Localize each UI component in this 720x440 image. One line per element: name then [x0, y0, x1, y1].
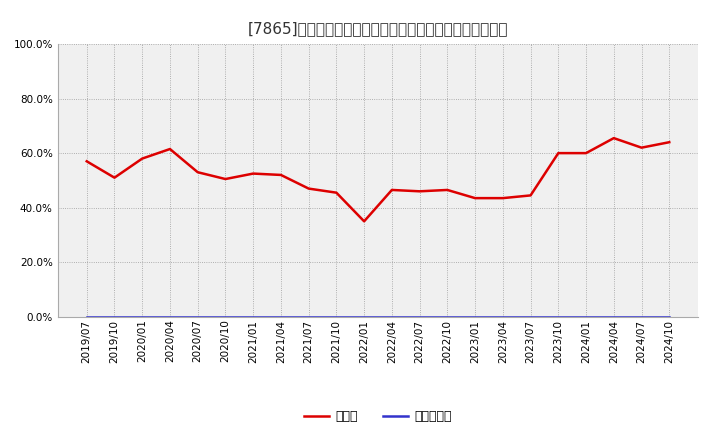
Line: 現頴金: 現頴金: [86, 138, 670, 221]
有利子負債: [82, 314, 91, 319]
現頴金: [305, 186, 313, 191]
有利子負債: [609, 314, 618, 319]
有利子負債: [471, 314, 480, 319]
有利子負債: [332, 314, 341, 319]
現頴金: [221, 176, 230, 182]
有利子負債: [138, 314, 147, 319]
有利子負債: [526, 314, 535, 319]
有利子負債: [194, 314, 202, 319]
現頴金: [194, 169, 202, 175]
現頴金: [415, 189, 424, 194]
現頴金: [110, 175, 119, 180]
有利子負債: [415, 314, 424, 319]
有利子負債: [554, 314, 562, 319]
Title: [7865]　現頴金、有利子負債の総資産に対する比率の推移: [7865] 現頴金、有利子負債の総資産に対する比率の推移: [248, 21, 508, 36]
現頴金: [526, 193, 535, 198]
現頴金: [443, 187, 451, 193]
現頴金: [498, 195, 507, 201]
有利子負債: [443, 314, 451, 319]
現頴金: [637, 145, 646, 150]
現頴金: [609, 136, 618, 141]
現頴金: [332, 190, 341, 195]
現頴金: [471, 195, 480, 201]
有利子負債: [110, 314, 119, 319]
有利子負債: [305, 314, 313, 319]
有利子負債: [221, 314, 230, 319]
有利子負債: [276, 314, 285, 319]
現頴金: [138, 156, 147, 161]
有利子負債: [360, 314, 369, 319]
Legend: 現頴金, 有利子負債: 現頴金, 有利子負債: [300, 405, 456, 428]
現頴金: [166, 147, 174, 152]
現頴金: [82, 159, 91, 164]
有利子負債: [637, 314, 646, 319]
有利子負債: [665, 314, 674, 319]
有利子負債: [582, 314, 590, 319]
有利子負債: [498, 314, 507, 319]
現頴金: [554, 150, 562, 156]
現頴金: [360, 219, 369, 224]
現頴金: [249, 171, 258, 176]
現頴金: [276, 172, 285, 178]
有利子負債: [249, 314, 258, 319]
現頴金: [665, 139, 674, 145]
現頴金: [387, 187, 396, 193]
現頴金: [582, 150, 590, 156]
有利子負債: [387, 314, 396, 319]
有利子負債: [166, 314, 174, 319]
